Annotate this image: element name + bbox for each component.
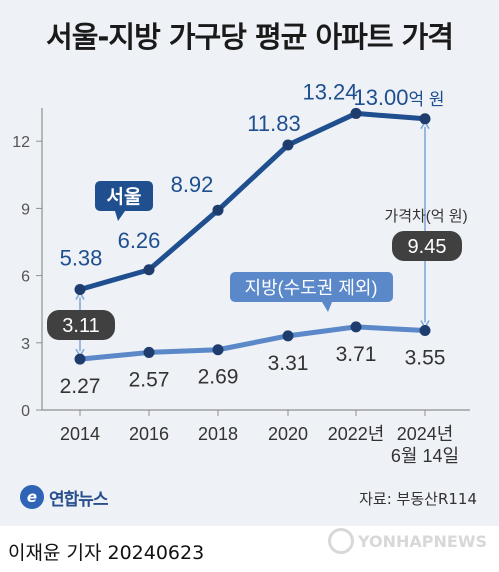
series-line-seoul	[79, 110, 426, 292]
x-tick-label: 2018	[198, 424, 238, 444]
seoul-data-label: 11.83	[247, 111, 300, 136]
y-tick-label: 12	[12, 134, 30, 151]
data-point	[282, 330, 294, 342]
watermark-icon	[328, 528, 354, 554]
series-line-region	[79, 324, 426, 362]
yonhap-logo-icon: e	[20, 485, 44, 509]
gap-value-2024: 9.45	[408, 236, 447, 258]
watermark: YONHAPNEWS	[328, 528, 487, 554]
legend-callout-seoul-pointer	[115, 211, 125, 221]
region-data-label: 2.27	[60, 375, 101, 398]
data-point	[419, 113, 431, 125]
y-tick-label: 3	[21, 336, 30, 353]
data-point	[143, 346, 155, 358]
x-tick-label: 2014	[60, 424, 100, 444]
data-point	[74, 353, 86, 365]
seoul-data-label: 13.24	[302, 79, 357, 104]
brand-logo: e 연합뉴스	[20, 484, 109, 510]
y-tick-label: 0	[21, 403, 30, 420]
gap-badge-2014	[47, 310, 115, 340]
data-point	[350, 321, 362, 333]
x-tick-label: 2024년 6월 14일	[391, 424, 459, 466]
data-point	[350, 107, 362, 119]
seoul-data-label: 13.00억 원	[353, 85, 444, 110]
chart-panel	[0, 0, 499, 526]
source-note: 자료: 부동산R114	[359, 490, 477, 508]
gap-annotation-title: 가격차(억 원)	[384, 208, 467, 225]
legend-callout-seoul	[95, 181, 153, 211]
region-data-label: 3.55	[405, 346, 446, 369]
region-data-label: 2.69	[198, 366, 239, 389]
y-tick-label: 6	[21, 269, 30, 286]
x-tick-label: 2020	[268, 424, 308, 444]
brand-name: 연합뉴스	[49, 489, 109, 510]
reporter-credit: 이재윤 기자 20240623	[8, 542, 205, 564]
data-point	[74, 283, 86, 295]
region-data-label: 2.57	[129, 368, 170, 391]
seoul-data-label: 6.26	[118, 228, 161, 253]
x-tick-label: 2022년	[328, 424, 385, 444]
seoul-data-label: 8.92	[171, 172, 214, 197]
gap-badge-2024	[392, 231, 462, 261]
line-chart: 0 3 6 9 12 2014 2016 2018 2020 2022년 2024년 6월 14일 5.…	[12, 79, 470, 466]
seoul-data-label: 5.38	[60, 245, 103, 270]
watermark-text: YONHAPNEWS	[358, 531, 487, 551]
x-tick-label: 2016	[129, 424, 169, 444]
data-point	[143, 264, 155, 276]
y-tick-label: 9	[21, 201, 30, 218]
region-data-label: 3.31	[268, 352, 309, 375]
chart-title: 서울-지방 가구당 평균 아파트 가격	[46, 20, 454, 54]
region-data-label: 3.71	[336, 343, 377, 366]
legend-label-region: 지방(수도권 제외)	[245, 278, 378, 298]
legend-callout-region	[230, 272, 393, 302]
data-point	[212, 344, 224, 356]
data-point	[282, 139, 294, 151]
data-point	[212, 204, 224, 216]
legend-label-seoul: 서울	[107, 186, 142, 208]
gap-value-2014: 3.11	[62, 315, 99, 337]
legend-callout-region-pointer	[322, 302, 332, 312]
data-point	[419, 324, 431, 336]
